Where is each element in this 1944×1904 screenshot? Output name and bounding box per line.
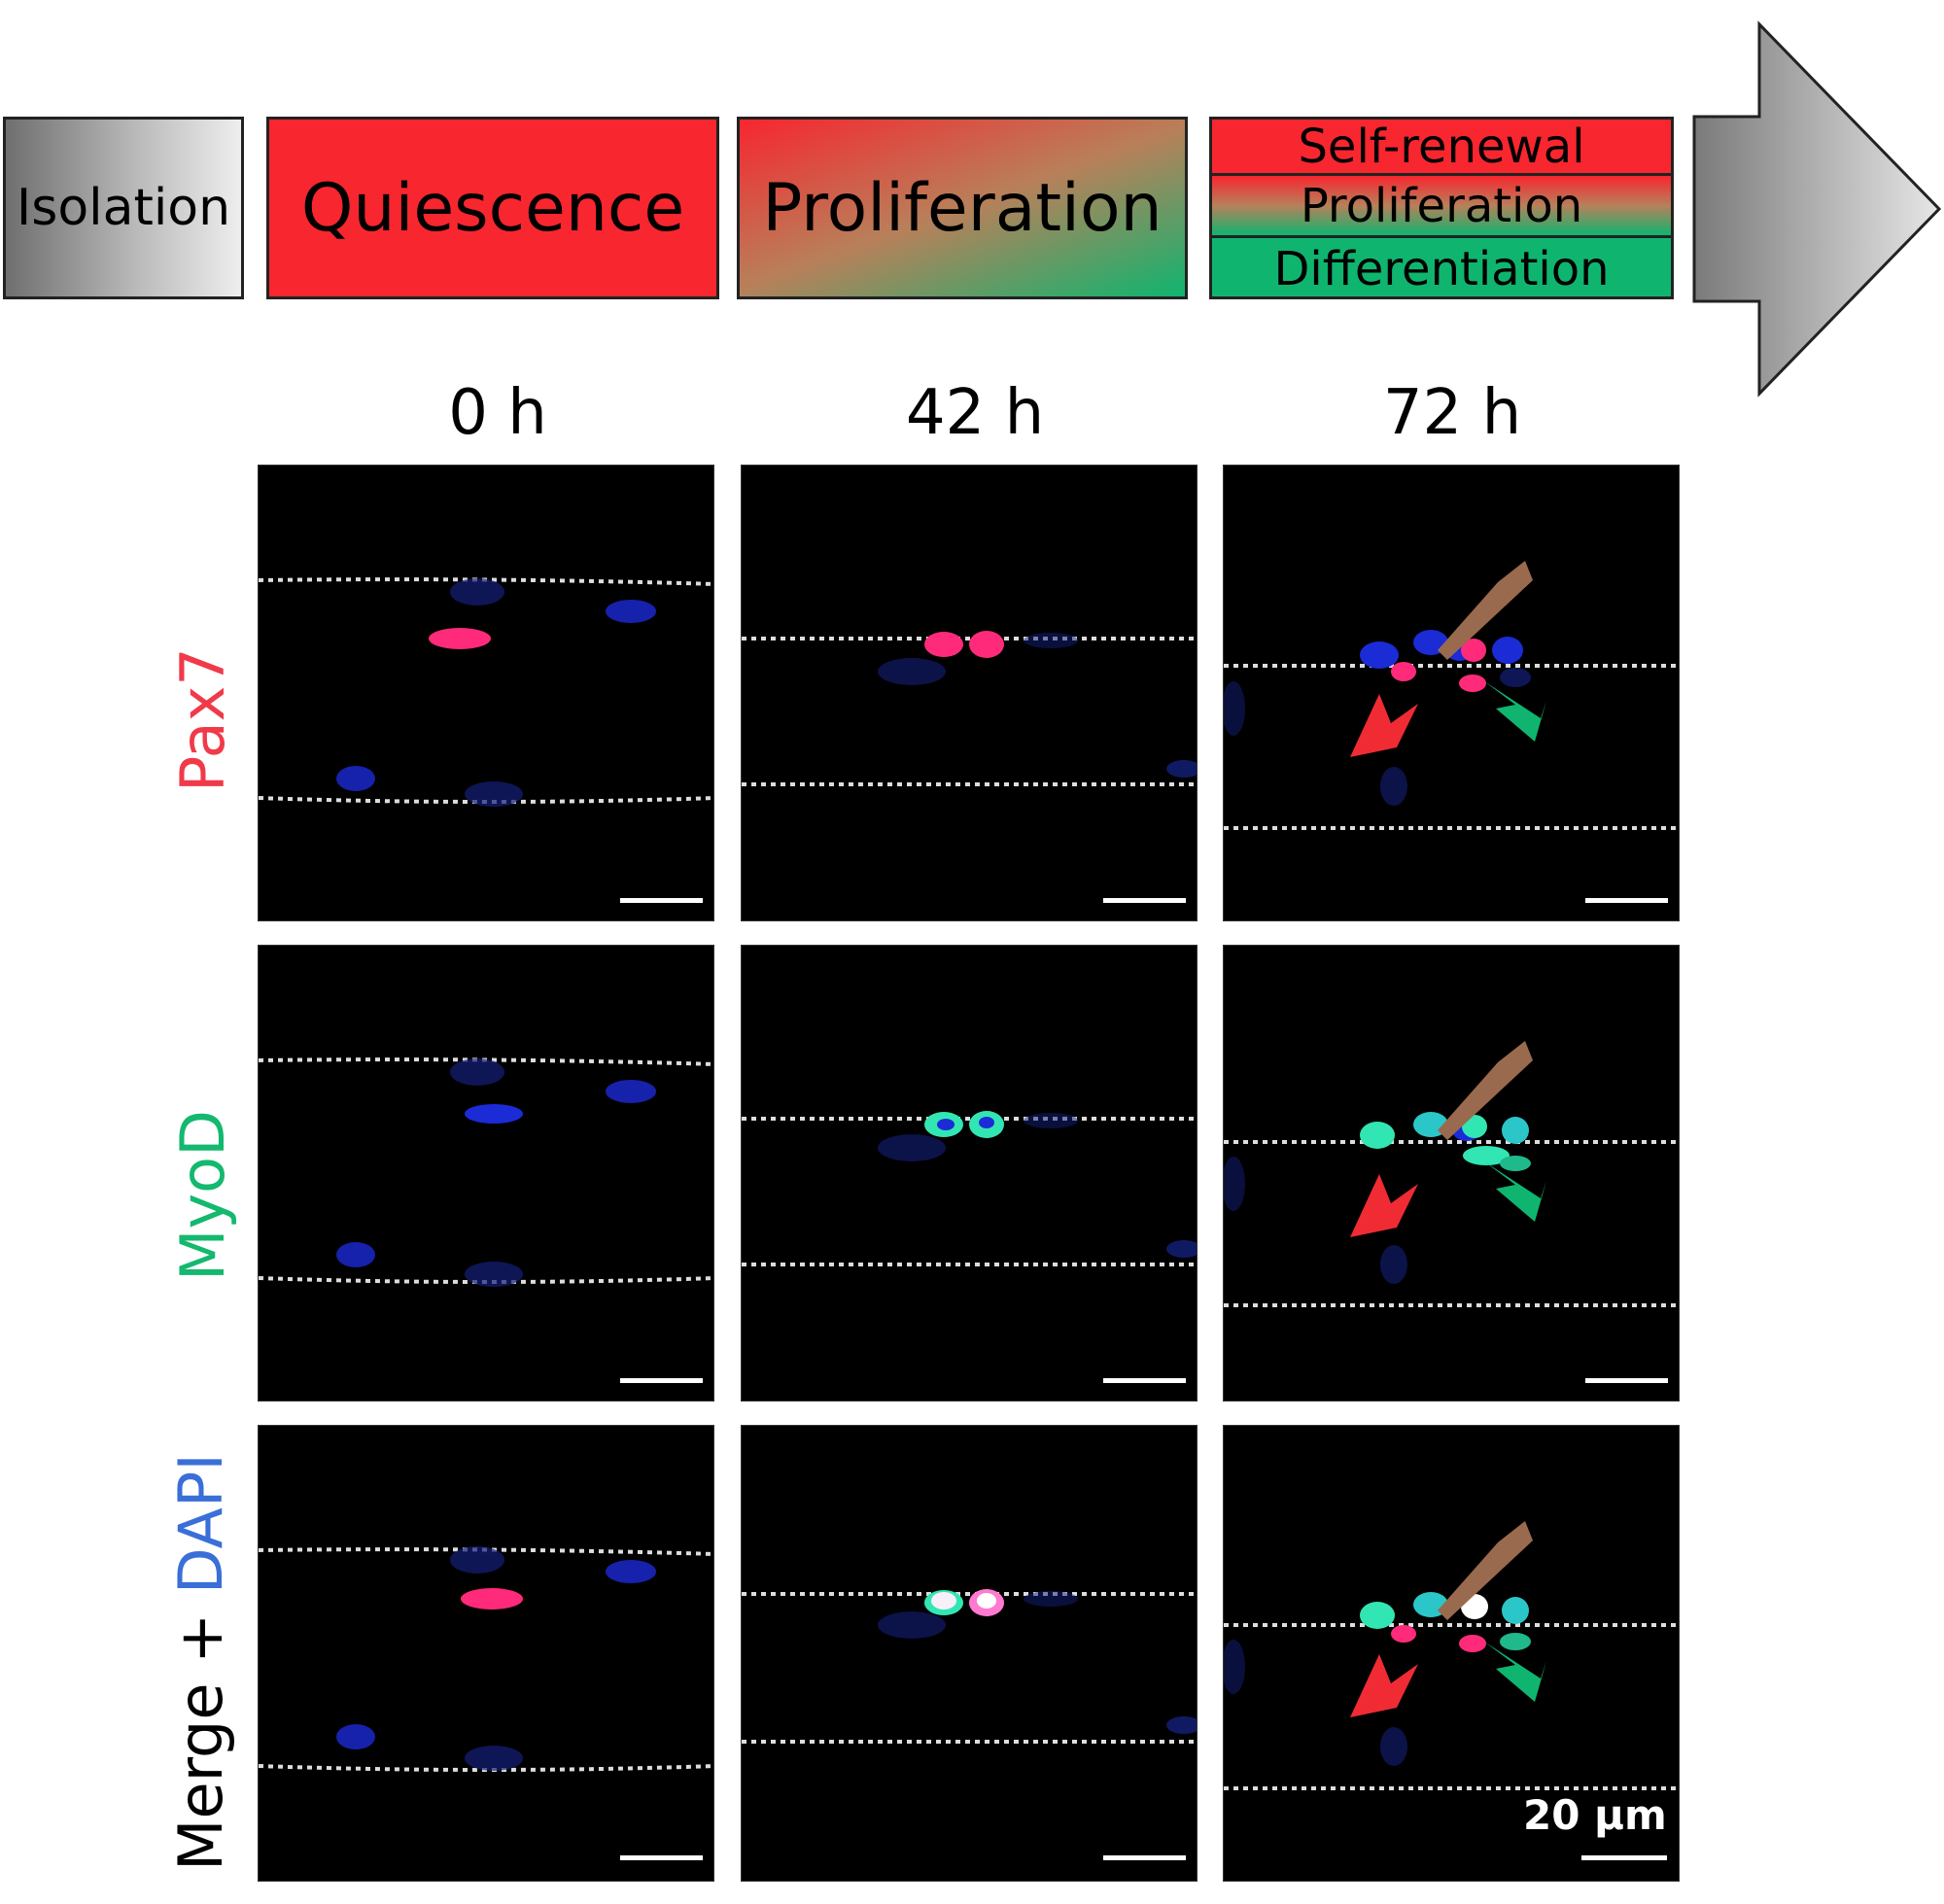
timepoint-0h: 0 h (448, 377, 547, 449)
timeline-arrow (1692, 20, 1942, 398)
row-label-merge: Merge + DAPI (165, 1453, 236, 1871)
proliferation-label: Proliferation (762, 169, 1163, 247)
self-renewal-label: Self-renewal (1298, 119, 1585, 174)
fate-proliferation-label: Proliferation (1300, 178, 1583, 233)
row-label-myod: MyoD (167, 1110, 238, 1281)
differentiation-label: Differentiation (1273, 242, 1610, 296)
panel-pax7-42h (741, 465, 1198, 921)
dapi-text: DAPI (165, 1453, 236, 1595)
panel-merge-0h (258, 1425, 714, 1882)
panel-merge-42h (741, 1425, 1198, 1882)
self-renewal-band: Self-renewal (1212, 120, 1671, 176)
merge-text: Merge + (165, 1594, 236, 1871)
timepoint-42h: 42 h (905, 377, 1045, 449)
panel-myod-0h (258, 945, 714, 1402)
timepoint-72h: 72 h (1382, 377, 1522, 449)
panel-myod-72h (1223, 945, 1680, 1402)
row-label-pax7: Pax7 (167, 647, 238, 792)
isolation-label: Isolation (16, 179, 231, 237)
scale-bar-label: 20 µm (1523, 1791, 1667, 1839)
fate-proliferation-band: Proliferation (1212, 176, 1671, 238)
quiescence-label: Quiescence (300, 169, 685, 247)
isolation-box: Isolation (3, 117, 244, 299)
panel-merge-72h: 20 µm (1223, 1425, 1680, 1882)
panel-pax7-0h (258, 465, 714, 921)
differentiation-band: Differentiation (1212, 238, 1671, 296)
proliferation-box: Proliferation (737, 117, 1188, 299)
panel-myod-42h (741, 945, 1198, 1402)
quiescence-box: Quiescence (266, 117, 719, 299)
panel-pax7-72h (1223, 465, 1680, 921)
fate-box: Self-renewal Proliferation Differentiati… (1209, 117, 1674, 299)
